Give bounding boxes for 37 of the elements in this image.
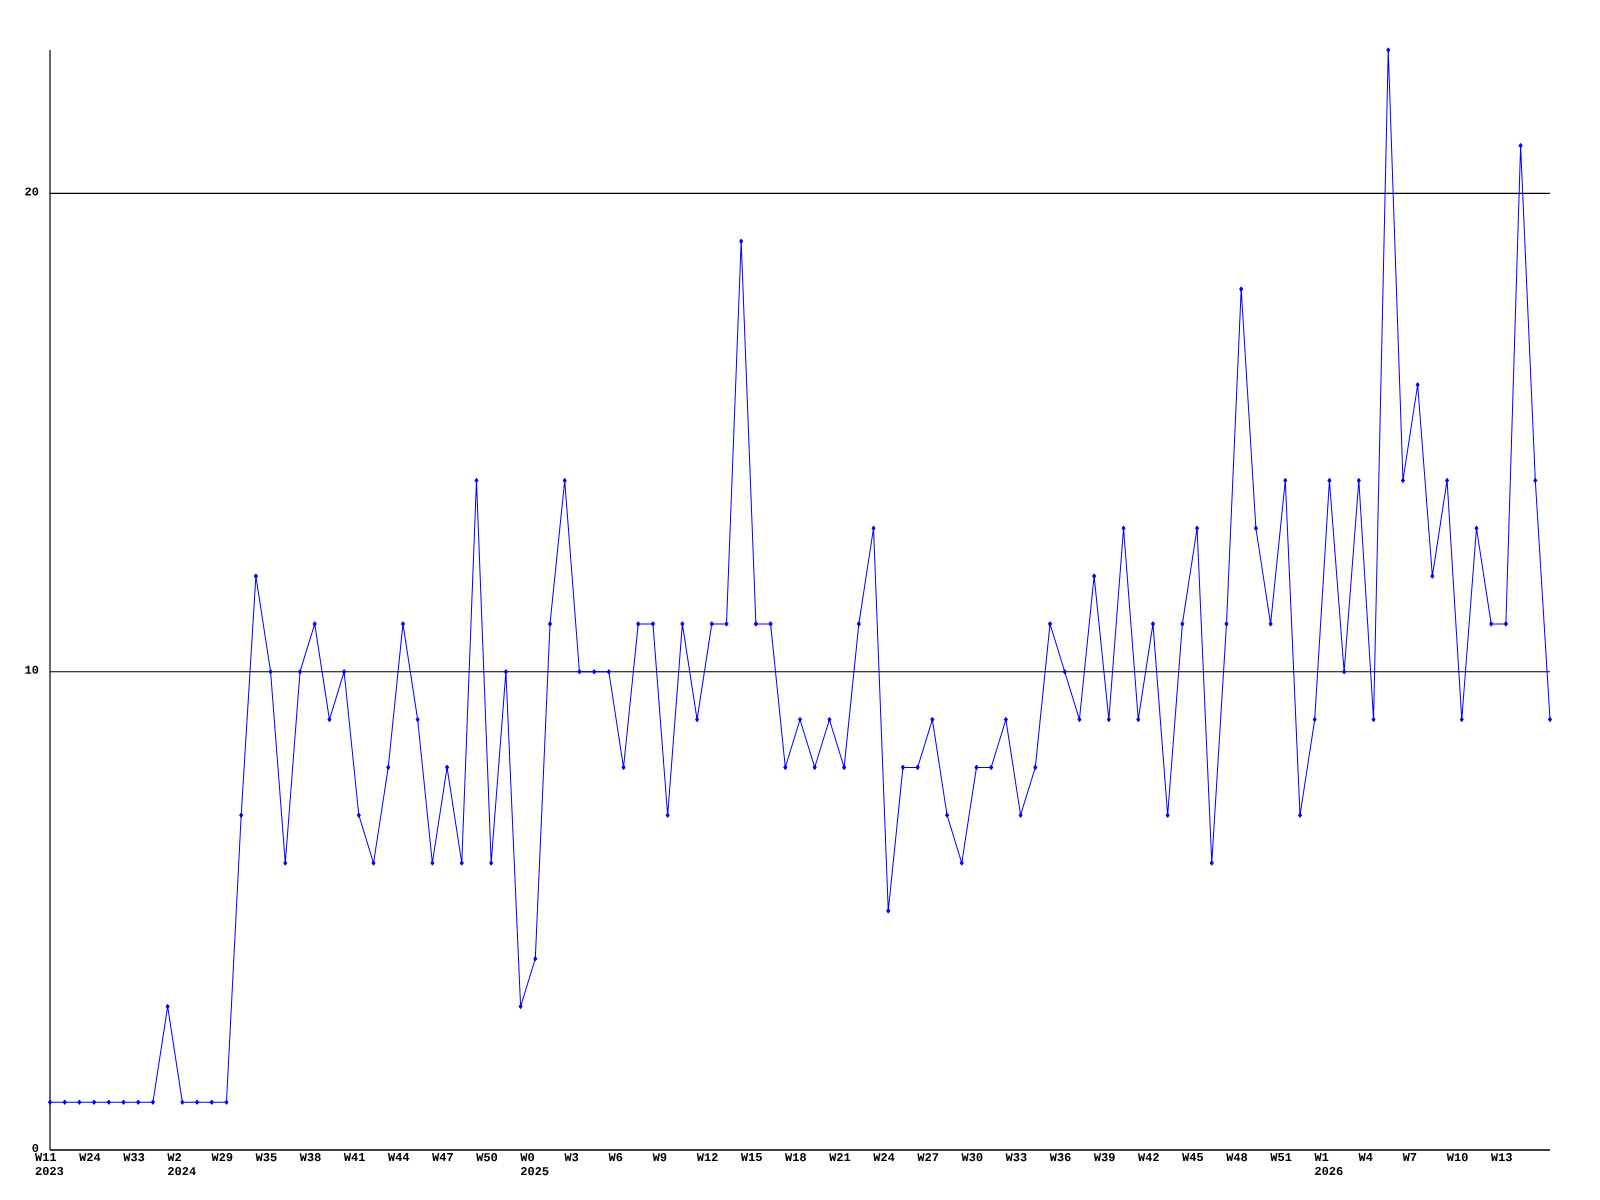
x-tick-label: W30 [961, 1153, 983, 1162]
x-tick-label: W44 [387, 1153, 410, 1161]
x-tick-label: W33 [123, 1153, 145, 1162]
x-tick-label: W36 [1049, 1153, 1071, 1162]
x-tick-label: W39 [1093, 1153, 1115, 1162]
x-tick-label: W47 [432, 1153, 453, 1161]
x-tick-label: W1 2026 [1314, 1153, 1343, 1176]
x-tick-label: W12 [696, 1153, 718, 1162]
x-tick-label: W3 [564, 1153, 579, 1162]
x-tick-label: W18 [785, 1153, 806, 1162]
x-tick-label: W42 [1137, 1153, 1159, 1162]
y-tick-label: 10 [25, 665, 39, 674]
x-tick-label: W35 [255, 1153, 277, 1162]
y-tick-label: 20 [25, 187, 39, 196]
x-tick-label: W7 [1402, 1153, 1417, 1161]
x-tick-label: W13 [1490, 1153, 1512, 1162]
x-tick-label: W2 2024 [167, 1153, 196, 1176]
x-tick-label: W0 2025 [520, 1153, 549, 1176]
x-tick-label: W38 [299, 1153, 321, 1162]
x-tick-label: W50 [476, 1153, 498, 1162]
x-tick-label: W33 [1005, 1153, 1027, 1162]
x-tick-label: W9 [652, 1153, 667, 1162]
x-tick-label: W11 2023 [35, 1153, 64, 1176]
x-tick-label: W24 [79, 1153, 101, 1162]
x-tick-label: W29 [211, 1153, 233, 1162]
x-tick-label: W10 [1446, 1153, 1468, 1162]
x-tick-label: W48 [1226, 1153, 1248, 1162]
x-tick-label: W45 [1182, 1153, 1204, 1162]
x-tick-label: W24 [873, 1153, 895, 1162]
x-tick-label: W21 [829, 1153, 851, 1162]
y-tick-label: 0 [32, 1143, 39, 1153]
x-tick-label: W41 [343, 1153, 365, 1161]
x-tick-label: W51 [1270, 1153, 1292, 1162]
x-tick-label: W6 [608, 1153, 623, 1162]
x-tick-label: W15 [740, 1153, 762, 1162]
x-tick-label: W4 [1358, 1153, 1373, 1161]
x-tick-label: W27 [917, 1153, 939, 1162]
